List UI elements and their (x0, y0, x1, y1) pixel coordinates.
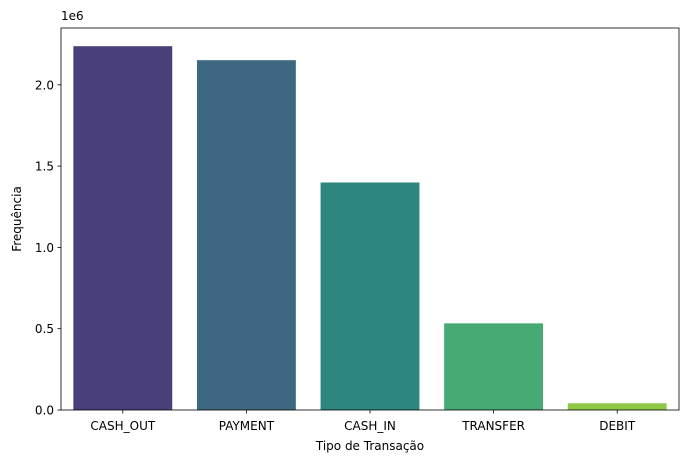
y-tick-label: 1.5 (35, 160, 54, 174)
bar-transfer (444, 323, 544, 410)
bar-cash-in (320, 182, 420, 410)
y-axis-ticks: 0.0 0.5 1.0 1.5 2.0 (35, 78, 61, 418)
bar-debit (567, 403, 667, 410)
x-tick-label: TRANSFER (461, 419, 525, 433)
x-tick-label: PAYMENT (219, 419, 275, 433)
bars-group (73, 46, 667, 410)
y-tick-label: 0.0 (35, 404, 54, 418)
x-tick-label: CASH_OUT (90, 419, 155, 433)
y-tick-label: 0.5 (35, 322, 54, 336)
y-axis-label: Frequência (10, 186, 24, 252)
x-axis-ticks: CASH_OUT PAYMENT CASH_IN TRANSFER DEBIT (90, 410, 636, 433)
y-tick-label: 1.0 (35, 241, 54, 255)
plot-frame (60, 27, 680, 411)
bar-cash-out (73, 46, 173, 410)
x-axis-label: Tipo de Transação (315, 439, 424, 453)
bar-payment (196, 60, 296, 410)
x-tick-label: CASH_IN (344, 419, 396, 433)
x-tick-label: DEBIT (599, 419, 636, 433)
y-offset-label: 1e6 (61, 9, 84, 23)
y-tick-label: 2.0 (35, 78, 54, 92)
